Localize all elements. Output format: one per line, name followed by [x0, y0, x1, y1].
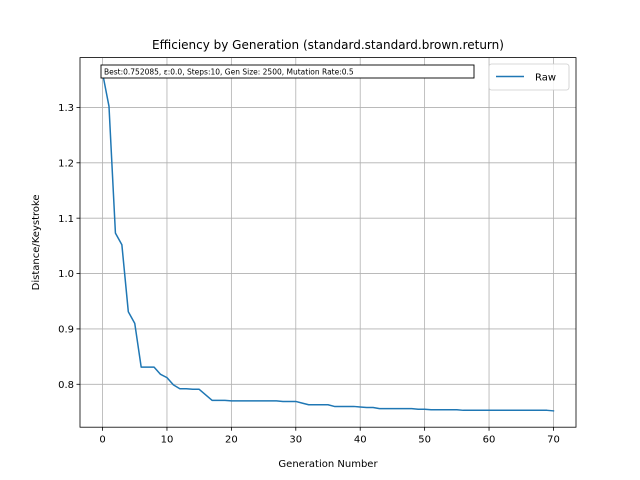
y-tick-label: 1.1	[58, 214, 74, 225]
x-axis-label: Generation Number	[278, 459, 378, 470]
y-tick-label: 1.0	[58, 269, 74, 280]
y-axis-label: Distance/Keystroke	[31, 194, 42, 290]
axis-ticks: 0 10 20 30 40 50 60 70 0.8 0.9 1.0 1.1 1.2 1.3	[58, 103, 560, 446]
plot-area	[101, 72, 555, 412]
y-tick-label: 0.8	[58, 380, 74, 391]
y-tick-label: 1.3	[58, 103, 74, 114]
series-line-raw	[101, 72, 555, 412]
x-tick-label: 20	[225, 435, 238, 446]
y-tick-label: 1.2	[58, 158, 74, 169]
x-tick-label: 50	[418, 435, 431, 446]
legend: Raw	[488, 63, 570, 91]
chart-title: Efficiency by Generation (standard.stand…	[152, 38, 504, 52]
x-tick-label: 40	[354, 435, 367, 446]
annotation-frame	[100, 64, 475, 79]
x-tick-label: 60	[483, 435, 496, 446]
legend-label-raw: Raw	[535, 73, 556, 84]
x-tick-label: 0	[99, 435, 105, 446]
axes-frame	[79, 57, 577, 428]
x-tick-label: 70	[547, 435, 560, 446]
grid	[80, 57, 576, 428]
x-tick-label: 30	[289, 435, 302, 446]
y-tick-label: 0.9	[58, 325, 74, 336]
annotation-text: Best:0.752085, ε:0.0, Steps:10, Gen Size…	[104, 68, 354, 77]
annotation-box: Best:0.752085, ε:0.0, Steps:10, Gen Size…	[100, 64, 475, 79]
x-tick-label: 10	[161, 435, 174, 446]
legend-frame	[488, 63, 570, 91]
